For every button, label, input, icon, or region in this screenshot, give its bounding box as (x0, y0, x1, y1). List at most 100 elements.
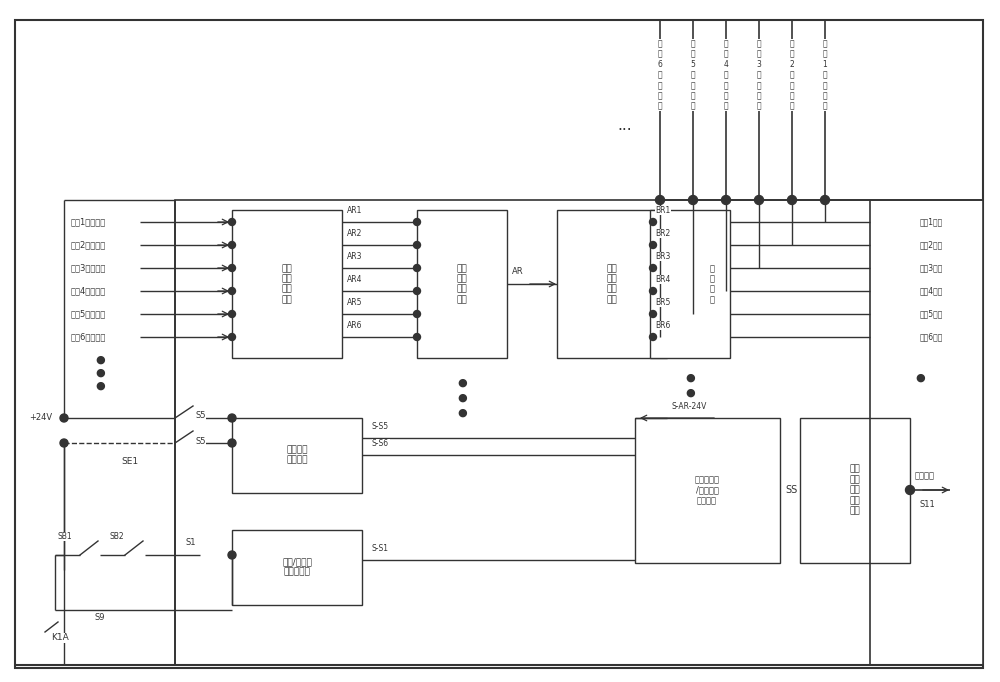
Text: AR3: AR3 (347, 252, 362, 261)
Circle shape (228, 310, 236, 318)
Text: AR6: AR6 (347, 321, 362, 330)
Text: AR4: AR4 (347, 275, 362, 284)
Text: S11: S11 (920, 500, 936, 509)
Text: +24V: +24V (29, 413, 52, 423)
Text: S-S1: S-S1 (372, 544, 389, 553)
Text: BR6: BR6 (655, 321, 670, 330)
Text: 电机4抱闸: 电机4抱闸 (920, 286, 943, 295)
Text: 抱
闸
电
路: 抱 闸 电 路 (710, 264, 714, 304)
Text: BR4: BR4 (655, 275, 670, 284)
Circle shape (414, 218, 420, 226)
Circle shape (60, 414, 68, 422)
Text: 伺服
报警
驱动
电路: 伺服 报警 驱动 电路 (607, 264, 617, 304)
Text: 电
机
5
抱
闸
信
号: 电 机 5 抱 闸 信 号 (691, 40, 695, 110)
Text: ●: ● (95, 355, 105, 365)
Text: 电
机
2
抱
闸
信
号: 电 机 2 抱 闸 信 号 (790, 40, 794, 110)
Text: S-S6: S-S6 (372, 439, 389, 448)
Text: 电
机
6
抱
闸
信
号: 电 机 6 抱 闸 信 号 (658, 40, 662, 110)
Text: BR1: BR1 (655, 206, 670, 215)
Text: 电
机
3
抱
闸
信
号: 电 机 3 抱 闸 信 号 (757, 40, 761, 110)
Text: 伺服2报警输入: 伺服2报警输入 (71, 241, 106, 250)
Text: S1: S1 (185, 538, 196, 547)
Text: 报警
输出
启动
自锁
电路: 报警 输出 启动 自锁 电路 (850, 464, 860, 516)
Circle shape (650, 288, 656, 295)
Circle shape (228, 333, 236, 340)
Text: ●: ● (457, 393, 467, 403)
Text: 伺服1报警输入: 伺服1报警输入 (71, 218, 106, 226)
Circle shape (228, 265, 236, 271)
Bar (232, 418, 362, 493)
Text: BR3: BR3 (655, 252, 670, 261)
Text: BR5: BR5 (655, 298, 670, 307)
Circle shape (650, 265, 656, 271)
Text: AR2: AR2 (347, 229, 362, 238)
Text: SS: SS (785, 485, 797, 495)
Text: ●: ● (95, 381, 105, 391)
Bar (800, 418, 910, 563)
Text: ●: ● (685, 373, 695, 383)
Bar (175, 200, 983, 665)
Circle shape (650, 218, 656, 226)
Circle shape (414, 241, 420, 248)
Bar (232, 210, 342, 358)
Text: SB2: SB2 (110, 532, 124, 541)
Circle shape (228, 439, 236, 447)
Bar (55, 410, 215, 465)
Circle shape (656, 196, 664, 205)
Circle shape (820, 196, 830, 205)
Circle shape (650, 241, 656, 248)
Circle shape (228, 218, 236, 226)
Text: ●: ● (915, 373, 925, 383)
Text: AR5: AR5 (347, 298, 362, 307)
Text: AR1: AR1 (347, 206, 362, 215)
Circle shape (228, 414, 236, 422)
Text: AR: AR (512, 267, 524, 276)
Circle shape (60, 439, 68, 447)
Text: BR2: BR2 (655, 229, 670, 238)
Circle shape (906, 486, 914, 494)
Circle shape (228, 551, 236, 559)
Text: 伺服
报警
运营
电路: 伺服 报警 运营 电路 (457, 264, 467, 304)
Text: 电
机
1
抱
闸
信
号: 电 机 1 抱 闸 信 号 (823, 40, 827, 110)
Text: K1A: K1A (51, 634, 69, 642)
Text: 伺服
报警
采集
电路: 伺服 报警 采集 电路 (282, 264, 292, 304)
Circle shape (228, 288, 236, 295)
Text: S-S5: S-S5 (372, 422, 389, 431)
Circle shape (228, 241, 236, 248)
Text: 电机3抱闸: 电机3抱闸 (920, 263, 943, 273)
Circle shape (414, 310, 420, 318)
Circle shape (650, 333, 656, 340)
Bar (650, 210, 730, 358)
Text: 伺服6报警输入: 伺服6报警输入 (71, 333, 106, 342)
Circle shape (755, 196, 764, 205)
Text: S5: S5 (195, 436, 206, 445)
Text: SB1: SB1 (58, 532, 72, 541)
Bar (557, 210, 667, 358)
Text: 自动/停止信
号采集电路: 自动/停止信 号采集电路 (282, 557, 312, 577)
Text: ···: ··· (618, 123, 632, 138)
Text: 电机1抱闸: 电机1抱闸 (920, 218, 943, 226)
Text: ●: ● (457, 378, 467, 388)
Circle shape (414, 265, 420, 271)
Circle shape (414, 333, 420, 340)
Bar (635, 418, 780, 563)
Text: 伺服5报警输入: 伺服5报警输入 (71, 310, 106, 318)
Circle shape (722, 196, 730, 205)
Text: S5: S5 (195, 411, 206, 421)
Circle shape (414, 288, 420, 295)
Text: 报警输出: 报警输出 (915, 471, 935, 480)
Text: 报警、启动
/停止信号
运营电路: 报警、启动 /停止信号 运营电路 (694, 475, 720, 505)
Circle shape (788, 196, 796, 205)
Circle shape (650, 310, 656, 318)
Text: ●: ● (685, 388, 695, 398)
Text: 急停报警
采集电路: 急停报警 采集电路 (286, 445, 308, 464)
Text: ●: ● (95, 368, 105, 378)
Text: 伺服4报警输入: 伺服4报警输入 (71, 286, 106, 295)
Circle shape (688, 196, 698, 205)
Bar (417, 210, 507, 358)
Text: 电机2抱闸: 电机2抱闸 (920, 241, 943, 250)
Text: SE1: SE1 (121, 456, 139, 466)
Text: ●: ● (457, 408, 467, 418)
Text: 伺服3报警输入: 伺服3报警输入 (71, 263, 106, 273)
Text: S-AR-24V: S-AR-24V (672, 402, 707, 411)
